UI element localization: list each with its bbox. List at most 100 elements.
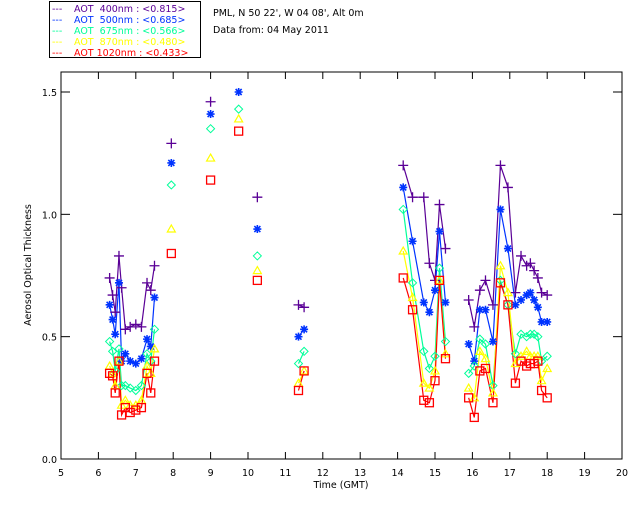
data-point-triangle xyxy=(424,382,435,392)
data-point-asterisk xyxy=(399,183,408,192)
data-point-asterisk xyxy=(143,335,152,344)
legend-line-swatch: --- xyxy=(52,15,63,26)
data-point-asterisk xyxy=(111,330,120,339)
data-point-square xyxy=(136,402,147,413)
data-point-diamond xyxy=(407,278,418,288)
plot-frame xyxy=(60,71,623,460)
data-point-plus xyxy=(469,321,480,332)
data-point-square xyxy=(542,393,552,403)
data-point-plus xyxy=(398,160,409,171)
legend-label: AOT 1020nm : <0.433> xyxy=(74,48,189,59)
data-point-square xyxy=(434,275,445,286)
data-point-plus xyxy=(120,324,131,335)
legend-line-swatch: --- xyxy=(52,26,63,37)
legend-line-swatch: --- xyxy=(52,4,63,15)
data-point-asterisk xyxy=(121,349,130,358)
x-tick-label: 5 xyxy=(58,468,64,479)
data-point-square xyxy=(293,385,304,396)
x-tick-label: 8 xyxy=(170,468,176,479)
data-point-diamond xyxy=(293,358,304,369)
legend-line-swatch: --- xyxy=(52,48,63,59)
legend: --- AOT 400nm : <0.815> --- AOT 500nm : <0.… xyxy=(49,1,201,59)
data-point-plus xyxy=(107,290,118,301)
data-point-asterisk xyxy=(475,305,484,314)
data-point-triangle xyxy=(205,152,216,162)
data-point-diamond xyxy=(299,346,309,357)
data-point-diamond xyxy=(252,251,263,261)
data-point-triangle xyxy=(166,223,177,233)
data-point-asterisk xyxy=(150,293,159,302)
data-point-diamond xyxy=(233,104,244,114)
data-point-diamond xyxy=(529,329,539,339)
y-tick-label: 0.0 xyxy=(42,455,57,466)
data-point-plus xyxy=(418,192,429,203)
data-point-asterisk xyxy=(526,288,535,297)
data-point-asterisk xyxy=(146,342,155,351)
data-point-diamond xyxy=(136,380,147,391)
x-tick-label: 6 xyxy=(95,468,101,479)
data-point-asterisk xyxy=(408,237,417,246)
data-point-square xyxy=(104,368,115,379)
data-point-plus xyxy=(480,275,491,286)
legend-line-swatch: --- xyxy=(52,37,63,48)
x-tick-label: 13 xyxy=(354,468,366,479)
data-point-square xyxy=(398,273,408,283)
data-point-asterisk xyxy=(464,340,473,349)
data-point-square xyxy=(205,175,216,185)
data-point-plus xyxy=(536,287,547,298)
data-point-asterisk xyxy=(300,325,309,334)
data-point-plus xyxy=(136,321,147,332)
data-point-diamond xyxy=(521,331,532,342)
data-point-square xyxy=(440,354,451,364)
x-tick-label: 11 xyxy=(279,468,291,479)
data-point-triangle xyxy=(495,260,506,270)
data-point-asterisk xyxy=(530,295,539,304)
data-point-triangle xyxy=(252,265,263,275)
legend-entry: --- AOT 1020nm : <0.433> xyxy=(52,48,188,59)
data-point-plus xyxy=(495,160,506,171)
data-point-asterisk xyxy=(419,298,428,307)
data-point-plus xyxy=(532,272,543,283)
data-point-square xyxy=(149,356,160,366)
data-point-square xyxy=(120,402,130,413)
data-point-triangle xyxy=(418,377,429,387)
data-point-asterisk xyxy=(137,354,146,363)
data-point-plus xyxy=(487,299,498,310)
data-point-asterisk xyxy=(496,205,505,214)
data-point-asterisk xyxy=(206,110,215,119)
data-point-square xyxy=(252,275,263,286)
data-point-diamond xyxy=(480,339,491,349)
legend-label: AOT 400nm : <0.815> xyxy=(74,4,186,15)
data-point-plus xyxy=(252,192,263,203)
data-point-asterisk xyxy=(114,278,123,287)
data-point-asterisk xyxy=(108,315,117,324)
data-point-diamond xyxy=(434,263,445,273)
y-tick-label: 1.0 xyxy=(42,210,57,221)
data-point-square xyxy=(424,398,435,408)
data-point-asterisk xyxy=(481,305,490,314)
data-point-triangle xyxy=(515,351,527,360)
data-point-square xyxy=(488,398,498,408)
legend-entry: --- AOT 870nm : <0.480> xyxy=(52,37,185,48)
data-point-diamond xyxy=(424,363,435,374)
legend-label: AOT 870nm : <0.480> xyxy=(74,37,186,48)
data-point-square xyxy=(536,385,547,396)
data-point-plus xyxy=(407,192,418,203)
data-point-square xyxy=(131,405,141,415)
data-point-plus xyxy=(104,272,115,283)
data-point-plus xyxy=(130,319,141,330)
data-point-plus xyxy=(113,250,124,261)
data-point-triangle xyxy=(502,287,513,297)
data-point-square xyxy=(464,393,474,403)
data-point-triangle xyxy=(107,368,118,377)
data-point-asterisk xyxy=(167,158,176,167)
x-axis-title: Time (GMT) xyxy=(312,480,368,491)
data-point-triangle xyxy=(299,365,310,375)
data-point-square xyxy=(419,395,429,405)
data-point-triangle xyxy=(440,348,451,358)
data-point-plus xyxy=(502,182,513,193)
x-tick-label: 15 xyxy=(429,468,441,479)
data-point-plus xyxy=(440,243,451,254)
series-line xyxy=(297,351,305,364)
data-point-square xyxy=(510,378,521,388)
